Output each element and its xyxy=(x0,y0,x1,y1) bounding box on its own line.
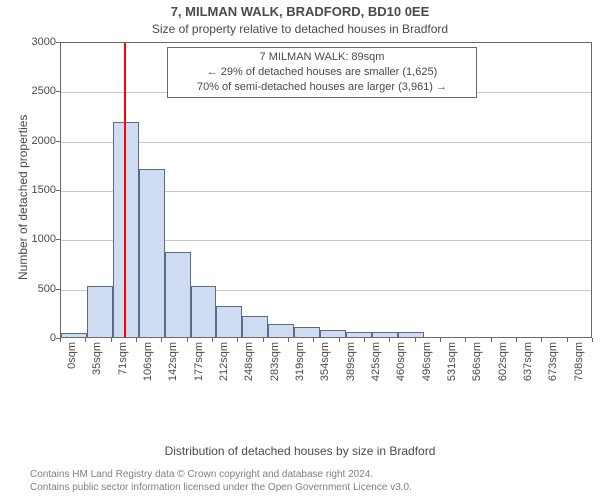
x-tick-label: 248sqm xyxy=(243,342,255,388)
histogram-bar xyxy=(398,332,424,337)
chart-subtitle: Size of property relative to detached ho… xyxy=(0,22,600,36)
footer: Contains HM Land Registry data © Crown c… xyxy=(0,468,600,495)
x-tick-label: 531sqm xyxy=(446,342,458,388)
x-tick-label: 673sqm xyxy=(547,342,559,388)
histogram-bar xyxy=(346,332,372,337)
histogram-bar xyxy=(320,330,346,337)
x-tick-label: 637sqm xyxy=(522,342,534,388)
histogram-bar xyxy=(372,332,398,337)
x-tick-label: 283sqm xyxy=(269,342,281,388)
x-tick-label: 566sqm xyxy=(471,342,483,388)
x-axis-title: Distribution of detached houses by size … xyxy=(0,444,600,458)
x-tick-label: 177sqm xyxy=(193,342,205,388)
footer-line-1: Contains HM Land Registry data © Crown c… xyxy=(30,468,600,482)
y-tick-label: 2000 xyxy=(32,135,56,147)
x-tick-label: 142sqm xyxy=(167,342,179,388)
x-tick-label: 460sqm xyxy=(395,342,407,388)
x-tick-label: 319sqm xyxy=(294,342,306,388)
histogram-bar xyxy=(61,333,87,337)
info-line-2: ← 29% of detached houses are smaller (1,… xyxy=(172,65,472,80)
footer-line-2: Contains public sector information licen… xyxy=(30,481,600,495)
x-tick-label: 35sqm xyxy=(91,342,103,388)
x-tick-label: 71sqm xyxy=(117,342,129,388)
x-tick-label: 708sqm xyxy=(573,342,585,388)
y-tick-label: 1500 xyxy=(32,184,56,196)
histogram-bar xyxy=(268,324,294,337)
x-tick-label: 425sqm xyxy=(370,342,382,388)
y-tick-label: 1000 xyxy=(32,233,56,245)
reference-marker-line xyxy=(124,43,126,337)
plot-outer: 050010001500200025003000 Number of detac… xyxy=(60,42,592,338)
y-tick-label: 3000 xyxy=(32,36,56,48)
y-tick-label: 500 xyxy=(38,283,56,295)
histogram-bar xyxy=(242,316,268,337)
x-tick-label: 354sqm xyxy=(319,342,331,388)
histogram-bar xyxy=(191,286,217,337)
histogram-bar xyxy=(165,252,191,337)
x-tick-label: 602sqm xyxy=(497,342,509,388)
histogram-bar xyxy=(294,327,320,337)
info-line-3: 70% of semi-detached houses are larger (… xyxy=(172,80,472,95)
y-tick-label: 2500 xyxy=(32,85,56,97)
x-tick-label: 0sqm xyxy=(66,342,78,388)
info-box: 7 MILMAN WALK: 89sqm ← 29% of detached h… xyxy=(167,47,477,98)
histogram-bar xyxy=(139,169,165,337)
plot-area: 7 MILMAN WALK: 89sqm ← 29% of detached h… xyxy=(60,42,592,338)
histogram-bar xyxy=(87,286,113,337)
x-tick-label: 389sqm xyxy=(345,342,357,388)
x-axis-ticks: 0sqm 35sqm 71sqm 106sqm 142sqm 177sqm 212sqm 24… xyxy=(60,338,592,390)
chart-title: 7, MILMAN WALK, BRADFORD, BD10 0EE xyxy=(0,4,600,20)
x-tick-label: 496sqm xyxy=(421,342,433,388)
y-axis-title: Number of detached properties xyxy=(16,115,30,280)
info-line-1: 7 MILMAN WALK: 89sqm xyxy=(172,50,472,65)
x-tick-label: 106sqm xyxy=(142,342,154,388)
x-tick-label: 212sqm xyxy=(218,342,230,388)
histogram-bar xyxy=(216,306,242,337)
